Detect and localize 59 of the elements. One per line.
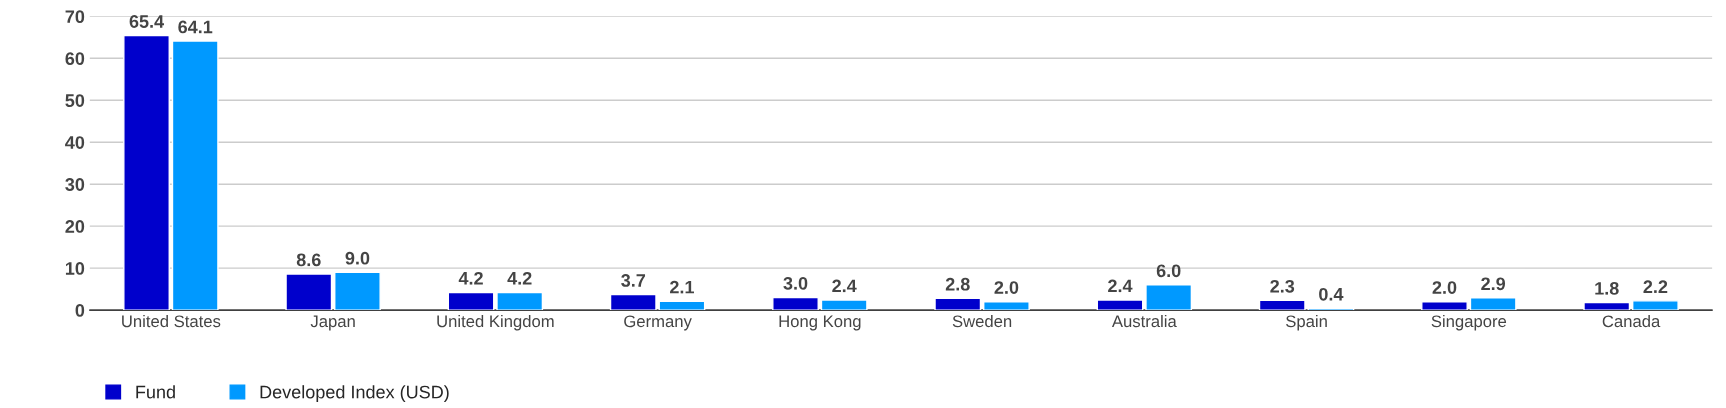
text: 3.7 — [621, 274, 646, 287]
text: 2.4 — [832, 279, 857, 293]
x-tick-label: United Kingdom — [437, 314, 554, 331]
bar — [334, 271, 381, 311]
x-tick-label: Spain — [1286, 314, 1327, 331]
text: 2.9 — [1481, 277, 1506, 291]
y-tick-label: 50 — [65, 94, 85, 107]
bar — [658, 300, 706, 311]
bar — [496, 291, 544, 311]
bar — [1258, 299, 1306, 311]
bar — [934, 297, 982, 311]
x-tick-label: Singapore — [1431, 314, 1507, 331]
x-tick-label: Germany — [624, 315, 692, 331]
y-tick-label: 40 — [65, 136, 85, 149]
bar — [609, 293, 657, 311]
bar — [285, 273, 333, 311]
y-tick-label: 20 — [65, 220, 85, 233]
y-tick-label: 70 — [65, 10, 85, 24]
text: 3.0 — [783, 276, 808, 290]
text: 2.0 — [994, 281, 1019, 294]
text: 6.0 — [1156, 264, 1181, 278]
text: 8.6 — [296, 253, 321, 267]
text: 2.1 — [670, 280, 694, 294]
x-tick-label: Canada — [1602, 314, 1661, 328]
text: 9.0 — [345, 251, 370, 265]
legend-label: Developed Index (USD) — [260, 385, 449, 403]
text: 2.0 — [1432, 281, 1457, 294]
bar — [983, 300, 1030, 311]
bar — [123, 34, 170, 311]
legend-label: Fund — [136, 385, 175, 399]
y-tick-label: 10 — [65, 262, 85, 275]
y-tick-label: 0 — [75, 304, 85, 317]
text: 0.4 — [1319, 287, 1344, 301]
text: 4.2 — [458, 271, 483, 285]
text: 2.3 — [1270, 279, 1295, 293]
bar — [772, 296, 819, 311]
bar — [820, 299, 868, 311]
bar — [1145, 284, 1193, 311]
text: 65.4 — [129, 15, 165, 28]
bar — [1421, 300, 1468, 311]
x-tick-label: Australia — [1111, 314, 1177, 328]
y-tick-label: 60 — [65, 52, 85, 66]
text: 64.1 — [178, 20, 213, 34]
text: 4.2 — [507, 271, 532, 285]
text: 2.8 — [945, 277, 970, 291]
text: 2.4 — [1108, 279, 1133, 293]
bar — [1583, 301, 1631, 311]
x-tick-label: United States — [122, 314, 221, 328]
bar — [171, 40, 219, 311]
x-tick-label: Sweden — [952, 314, 1012, 328]
y-tick-label: 30 — [65, 178, 85, 191]
text: 2.2 — [1643, 280, 1668, 293]
x-tick-label: Hong Kong — [779, 315, 861, 331]
bar — [1096, 299, 1144, 311]
text: 1.8 — [1595, 282, 1619, 295]
bar — [447, 291, 495, 311]
bar — [1469, 297, 1517, 311]
bar — [1631, 300, 1679, 311]
x-tick-label: Japan — [310, 315, 355, 331]
